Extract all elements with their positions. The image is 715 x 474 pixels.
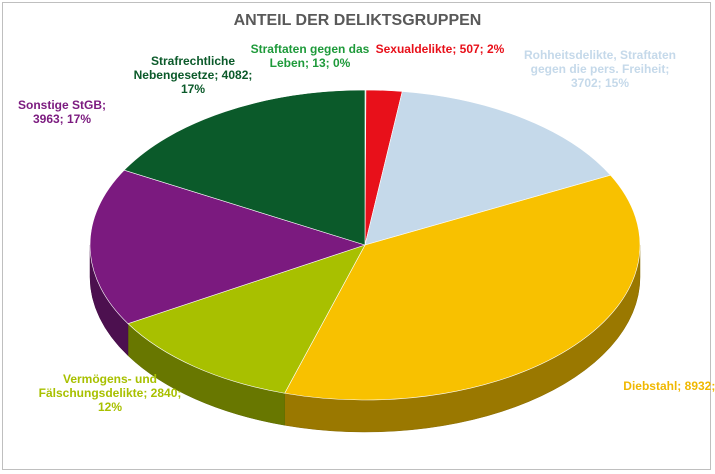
pie-slice [89, 169, 366, 324]
chart-frame [2, 2, 711, 470]
data-label: Sexualdelikte; 507; 2% [375, 42, 505, 56]
data-label: Sonstige StGB; 3963; 17% [17, 98, 106, 126]
chart-title: ANTEIL DER DELIKTSGRUPPEN [233, 12, 482, 29]
pie-slice [127, 244, 366, 394]
data-label: Vermögens- und Fälschungsdelikte; 2840; … [38, 372, 182, 414]
pie-slice [364, 91, 612, 246]
data-label: Diebstahl; 8932; 37% [623, 379, 715, 393]
data-label: Rohheitsdelikte, Straftaten gegen die pe… [523, 48, 677, 90]
data-label: Straftaten gegen das Leben; 13; 0% [250, 42, 370, 70]
pie-slice [284, 174, 641, 401]
pie-slice [123, 89, 366, 246]
data-label: Strafrechtliche Nebengesetze; 4082; 17% [133, 54, 253, 96]
